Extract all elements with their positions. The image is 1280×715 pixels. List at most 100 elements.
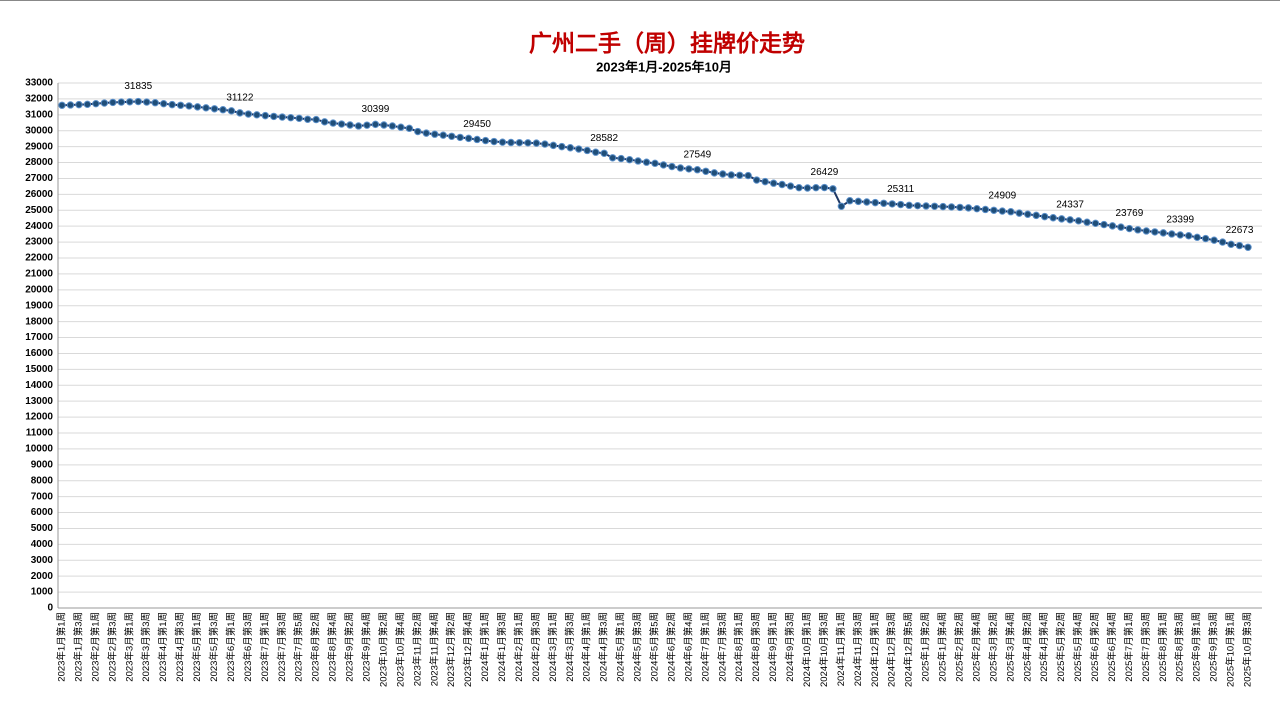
marker: [1024, 210, 1032, 218]
y-tick-label: 27000: [25, 173, 53, 184]
marker: [329, 119, 337, 127]
marker: [803, 184, 812, 192]
x-tick-label: 2023年8月第4周: [327, 612, 339, 682]
x-tick-label: 2025年4月第2周: [1021, 612, 1033, 682]
marker: [253, 111, 261, 119]
marker: [1201, 234, 1210, 243]
marker: [727, 171, 735, 179]
marker: [1151, 228, 1159, 236]
marker: [83, 100, 92, 109]
x-tick-label: 2023年12月第2周: [445, 612, 457, 687]
data-label: 24909: [988, 191, 1016, 202]
marker: [202, 104, 210, 112]
marker: [617, 154, 625, 163]
y-tick-label: 23000: [25, 237, 53, 248]
y-tick-label: 6000: [31, 507, 54, 518]
x-tick-label: 2024年12月第1周: [869, 612, 881, 687]
x-tick-label: 2024年9月第3周: [784, 612, 796, 682]
x-tick-label: 2024年6月第2周: [665, 612, 677, 682]
marker: [752, 176, 761, 184]
marker: [1066, 216, 1074, 224]
marker: [270, 112, 278, 121]
marker: [659, 161, 668, 169]
marker: [388, 122, 397, 130]
y-tick-label: 15000: [25, 364, 53, 375]
x-tick-label: 2024年7月第1周: [699, 612, 711, 682]
marker: [66, 101, 75, 109]
marker: [193, 103, 202, 111]
x-tick-label: 2025年3月第4周: [1004, 612, 1016, 682]
x-tick-label: 2025年2月第2周: [953, 612, 965, 682]
marker: [363, 121, 371, 129]
marker: [719, 170, 727, 178]
marker: [947, 203, 956, 211]
marker: [1049, 214, 1057, 222]
data-label: 22673: [1226, 225, 1254, 236]
x-tick-label: 2024年12月第3周: [886, 612, 898, 687]
marker: [981, 205, 990, 214]
x-tick-label: 2023年6月第1周: [225, 612, 237, 682]
marker: [939, 202, 947, 211]
marker: [888, 200, 896, 208]
marker: [964, 204, 973, 212]
marker: [1210, 236, 1218, 244]
marker: [244, 110, 253, 118]
x-tick-label: 2023年7月第3周: [276, 612, 288, 682]
marker: [159, 99, 168, 108]
marker: [1235, 241, 1244, 250]
marker: [854, 197, 863, 206]
marker: [625, 155, 634, 164]
y-tick-label: 4000: [31, 539, 54, 550]
marker: [812, 183, 820, 192]
x-tick-label: 2023年11月第2周: [411, 612, 423, 686]
x-tick-label: 2024年11月第3周: [852, 612, 864, 686]
data-label: 23769: [1115, 208, 1143, 219]
y-tick-label: 18000: [25, 316, 53, 327]
y-tick-label: 20000: [25, 284, 53, 295]
marker: [431, 130, 439, 138]
marker: [896, 200, 905, 209]
x-tick-label: 2024年3月第1周: [547, 612, 559, 682]
y-tick-label: 9000: [31, 459, 54, 470]
x-tick-label: 2025年7月第1周: [1123, 612, 1135, 682]
x-tick-label: 2024年8月第3周: [750, 612, 762, 682]
x-tick-label: 2024年11月第1周: [835, 612, 847, 686]
marker: [524, 139, 532, 147]
y-tick-label: 22000: [25, 253, 53, 264]
marker: [532, 139, 541, 147]
x-tick-label: 2024年4月第3周: [598, 612, 610, 682]
y-tick-label: 21000: [25, 269, 53, 280]
x-tick-label: 2023年3月第1周: [123, 612, 135, 682]
marker: [100, 99, 109, 107]
marker: [642, 158, 651, 166]
marker: [1193, 233, 1201, 242]
x-tick-label: 2023年1月第1周: [56, 612, 68, 682]
marker: [109, 98, 117, 107]
marker: [990, 206, 998, 214]
marker: [464, 134, 473, 143]
data-label: 31122: [226, 93, 254, 104]
marker: [414, 127, 422, 136]
marker: [1108, 222, 1117, 230]
data-label: 24337: [1056, 199, 1084, 210]
marker: [1040, 212, 1049, 221]
y-tick-label: 11000: [26, 428, 54, 439]
y-tick-label: 19000: [25, 300, 53, 311]
marker: [651, 159, 659, 168]
x-tick-label: 2024年1月第3周: [496, 612, 508, 682]
marker: [685, 165, 693, 173]
x-tick-label: 2024年4月第1周: [581, 612, 593, 682]
x-tick-label: 2025年1月第2周: [920, 612, 932, 682]
y-tick-label: 2000: [31, 571, 54, 582]
marker: [1176, 231, 1184, 239]
marker: [168, 100, 176, 109]
marker: [1083, 218, 1091, 226]
x-tick-label: 2025年1月第4周: [937, 612, 949, 682]
x-tick-label: 2025年5月第2周: [1055, 612, 1067, 682]
data-label: 28582: [590, 133, 618, 144]
x-tick-label: 2023年3月第3周: [140, 612, 152, 682]
marker: [346, 121, 354, 129]
marker: [846, 197, 854, 205]
marker: [1125, 224, 1134, 233]
